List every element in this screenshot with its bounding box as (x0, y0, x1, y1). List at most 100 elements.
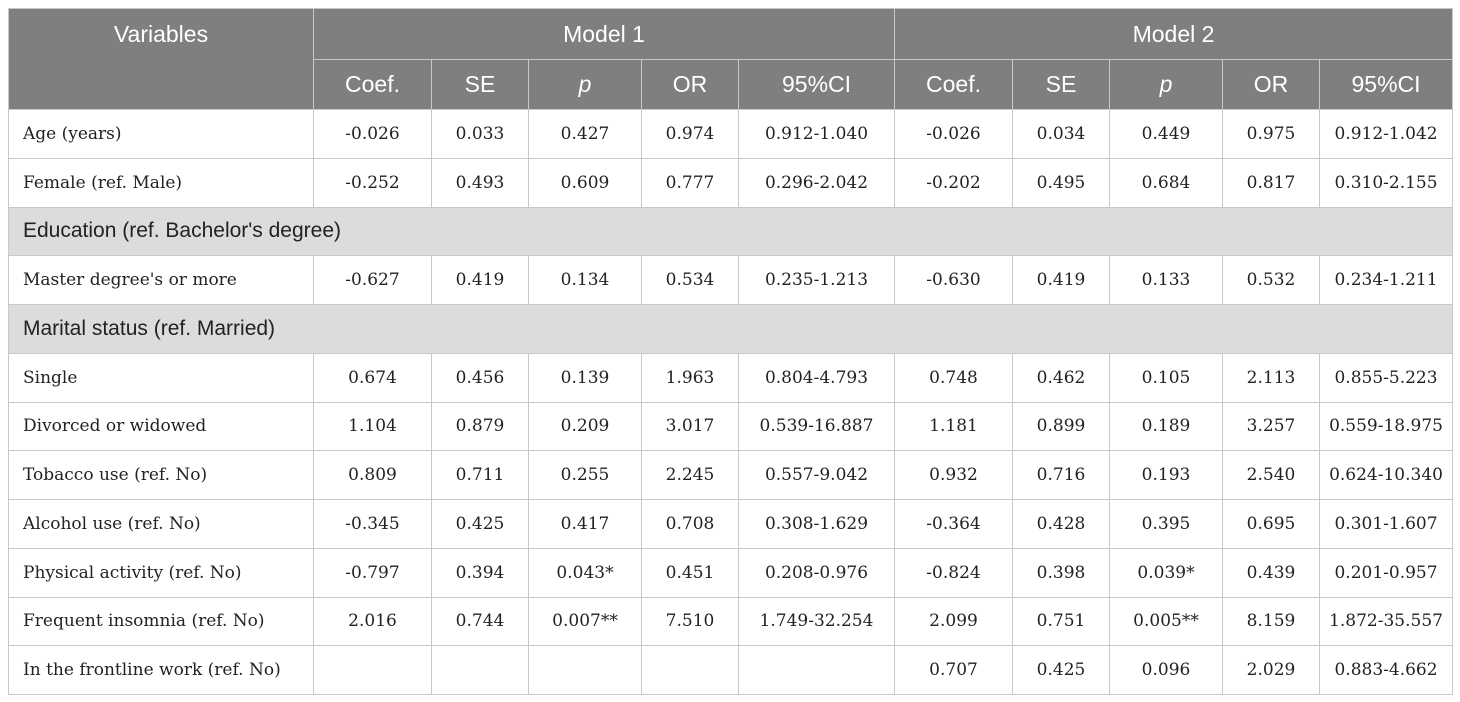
m2-ci-cell: 0.883-4.662 (1319, 645, 1454, 695)
m2-se-cell: 0.462 (1012, 352, 1111, 403)
m1-ci-cell: 0.296-2.042 (737, 157, 896, 208)
section-row: Marital status (ref. Married) (7, 304, 1454, 354)
m1-p-cell: 0.134 (528, 255, 642, 305)
table-row: Physical activity (ref. No) -0.797 0.394 0.… (8, 547, 1454, 598)
variable-label: Tobacco use (ref. No) (8, 450, 314, 500)
variable-label: Single (8, 352, 314, 403)
m2-p-cell: 0.395 (1109, 499, 1224, 549)
m1-ci-cell (737, 645, 896, 695)
m2-se-cell: 0.495 (1012, 157, 1111, 208)
m2-or-cell: 2.113 (1222, 352, 1321, 403)
m1-or-cell: 0.974 (641, 109, 739, 159)
variables-header: Variables (8, 8, 314, 110)
col-p-m2: p (1109, 59, 1224, 110)
m2-ci-cell: 0.301-1.607 (1319, 499, 1454, 549)
m1-se-cell: 0.394 (431, 547, 529, 598)
m2-or-cell: 0.817 (1222, 157, 1321, 208)
m1-p-cell: 0.255 (528, 450, 642, 500)
m1-or-cell: 1.963 (641, 352, 739, 403)
m2-coef-cell: 1.181 (894, 401, 1014, 452)
m1-or-cell: 0.451 (641, 547, 739, 598)
m2-ci-cell: 0.310-2.155 (1319, 157, 1454, 208)
col-or-m1: OR (641, 59, 739, 110)
subheader-row: Coef. SE p OR 95%CI Coef. SE p OR 95%CI (9, 59, 1454, 110)
m2-coef-cell: -0.026 (894, 109, 1014, 159)
m2-or-cell: 8.159 (1222, 596, 1321, 647)
table-row: Age (years) -0.026 0.033 0.427 0.974 0.912-1.… (8, 109, 1454, 159)
col-ci-m1: 95%CI (737, 59, 896, 110)
m2-ci-cell: 0.234-1.211 (1319, 255, 1454, 305)
m2-coef-cell: 2.099 (894, 596, 1014, 647)
m2-coef-cell: -0.202 (894, 157, 1014, 208)
m1-p-cell: 0.139 (528, 352, 642, 403)
m2-p-cell: 0.133 (1109, 255, 1224, 305)
col-ci-m2: 95%CI (1319, 59, 1454, 110)
variable-label: Frequent insomnia (ref. No) (8, 596, 314, 647)
m1-se-cell: 0.711 (431, 450, 529, 500)
model1-header: Model 1 (312, 8, 896, 60)
variable-label: Master degree's or more (8, 255, 314, 305)
m1-p-cell: 0.609 (528, 157, 642, 208)
regression-table: Variables Model 1 Model 2 Coef. SE p OR … (7, 8, 1454, 695)
m1-p-cell: 0.043* (528, 547, 642, 598)
m1-ci-cell: 0.208-0.976 (737, 547, 896, 598)
col-se-m1: SE (431, 59, 529, 110)
col-coef-m1: Coef. (313, 59, 432, 110)
m2-or-cell: 0.975 (1222, 109, 1321, 159)
m1-p-cell: 0.417 (528, 499, 642, 549)
model2-header: Model 2 (894, 8, 1454, 60)
variable-label: Divorced or widowed (8, 401, 314, 452)
m2-p-cell: 0.193 (1109, 450, 1224, 500)
m1-ci-cell: 0.308-1.629 (737, 499, 896, 549)
m1-or-cell: 2.245 (641, 450, 739, 500)
table-row: In the frontline work (ref. No) 0.707 0.42… (8, 645, 1454, 695)
m1-se-cell: 0.744 (431, 596, 529, 647)
section-label: Marital status (ref. Married) (7, 304, 1454, 354)
m1-se-cell: 0.033 (431, 109, 529, 159)
m2-or-cell: 2.029 (1222, 645, 1321, 695)
m2-coef-cell: -0.824 (894, 547, 1014, 598)
m2-se-cell: 0.419 (1012, 255, 1111, 305)
m1-se-cell: 0.425 (431, 499, 529, 549)
m2-se-cell: 0.428 (1012, 499, 1111, 549)
m1-or-cell: 0.534 (641, 255, 739, 305)
variable-label: Alcohol use (ref. No) (8, 499, 314, 549)
m1-coef-cell: 2.016 (313, 596, 432, 647)
m1-ci-cell: 1.749-32.254 (737, 596, 896, 647)
m1-coef-cell: -0.345 (313, 499, 432, 549)
m2-p-cell: 0.096 (1109, 645, 1224, 695)
table-row: Tobacco use (ref. No) 0.809 0.711 0.255 2.24… (8, 450, 1454, 500)
m2-se-cell: 0.899 (1012, 401, 1111, 452)
m2-coef-cell: -0.630 (894, 255, 1014, 305)
m2-or-cell: 2.540 (1222, 450, 1321, 500)
m2-p-cell: 0.684 (1109, 157, 1224, 208)
m1-ci-cell: 0.235-1.213 (737, 255, 896, 305)
m2-p-cell: 0.039* (1109, 547, 1224, 598)
m1-se-cell (431, 645, 529, 695)
m2-coef-cell: -0.364 (894, 499, 1014, 549)
m1-coef-cell: -0.797 (313, 547, 432, 598)
m1-coef-cell: -0.026 (313, 109, 432, 159)
table-body: Age (years) -0.026 0.033 0.427 0.974 0.912-1.… (7, 109, 1454, 695)
m2-or-cell: 3.257 (1222, 401, 1321, 452)
m1-p-cell: 0.427 (528, 109, 642, 159)
m2-se-cell: 0.425 (1012, 645, 1111, 695)
m2-p-cell: 0.449 (1109, 109, 1224, 159)
variable-label: Female (ref. Male) (8, 157, 314, 208)
m1-or-cell: 7.510 (641, 596, 739, 647)
m2-ci-cell: 0.912-1.042 (1319, 109, 1454, 159)
m1-or-cell: 0.777 (641, 157, 739, 208)
m2-p-cell: 0.189 (1109, 401, 1224, 452)
m1-or-cell: 3.017 (641, 401, 739, 452)
m1-p-cell: 0.209 (528, 401, 642, 452)
m1-coef-cell: 0.809 (313, 450, 432, 500)
table-row: Divorced or widowed 1.104 0.879 0.209 3.017 0… (8, 401, 1454, 452)
m1-p-cell (528, 645, 642, 695)
m2-ci-cell: 0.559-18.975 (1319, 401, 1454, 452)
m1-coef-cell: -0.252 (313, 157, 432, 208)
table-row: Female (ref. Male) -0.252 0.493 0.609 0.777 0… (8, 157, 1454, 208)
m1-coef-cell (313, 645, 432, 695)
m1-p-cell: 0.007** (528, 596, 642, 647)
variable-label: In the frontline work (ref. No) (8, 645, 314, 695)
section-label: Education (ref. Bachelor's degree) (7, 206, 1454, 257)
